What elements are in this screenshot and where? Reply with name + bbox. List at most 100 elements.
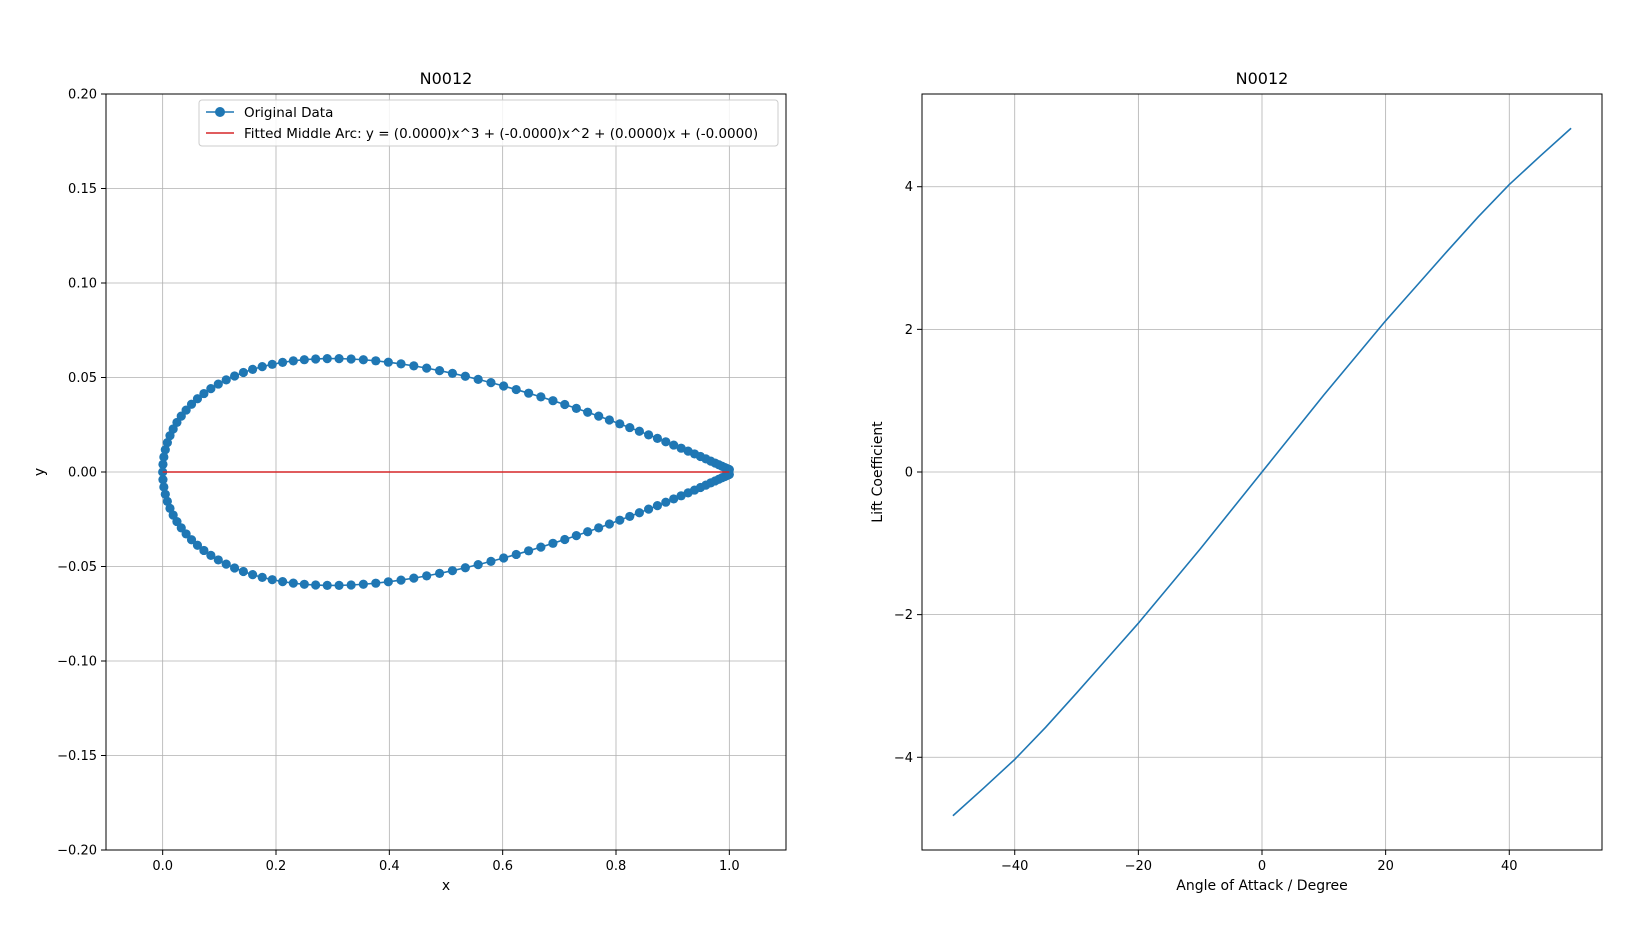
x-tick-label: −40 (1001, 859, 1028, 874)
original-data-point (460, 371, 470, 381)
original-data-point (548, 396, 558, 406)
original-data-point (625, 422, 635, 433)
original-data-point (583, 407, 593, 417)
original-data-point (499, 381, 509, 391)
tick-layer: 0.0 0.2 0.4 0.6 0.8 1.0 −0.20 −0.15 −0.10 −0.05 0.… (57, 88, 740, 875)
y-tick-label: 0.10 (68, 277, 97, 292)
original-data-point (346, 354, 356, 364)
original-data-point (571, 403, 581, 413)
legend-marker-original (215, 107, 225, 117)
y-tick-label: 0.00 (68, 466, 97, 481)
original-data-point (238, 566, 248, 577)
y-tick-label: −0.20 (57, 844, 97, 859)
original-data-point (615, 515, 625, 525)
original-data-point (334, 354, 344, 364)
x-tick-label: 40 (1501, 859, 1518, 874)
original-data-point (644, 504, 654, 514)
original-data-point (396, 359, 406, 369)
original-data-point (322, 580, 332, 590)
original-data-point (199, 545, 209, 556)
original-data-point (278, 577, 288, 587)
y-tick-label: 0.05 (68, 371, 97, 386)
legend-box (198, 99, 779, 147)
original-data-point (473, 374, 483, 384)
original-data-point (644, 430, 654, 440)
original-data-point (159, 452, 169, 462)
original-data-point (511, 384, 521, 395)
original-data-point (229, 563, 240, 573)
original-data-point (322, 354, 332, 364)
y-tick-label: −0.15 (57, 749, 97, 764)
original-data-point (524, 546, 534, 556)
original-data-point (213, 555, 223, 565)
original-data-point (724, 469, 734, 479)
original-data-point (160, 489, 170, 499)
original-data-point (396, 575, 406, 585)
original-data-point (604, 415, 614, 425)
original-data-point (160, 445, 170, 455)
y-axis-label: y (32, 468, 48, 476)
original-data-point (159, 482, 169, 492)
original-data-point (288, 356, 298, 366)
original-data-point (162, 437, 172, 448)
original-data-point (676, 443, 686, 453)
original-data-point (676, 491, 686, 501)
y-tick-label: 0 (905, 466, 913, 481)
original-data-point (186, 535, 197, 545)
original-data-point (221, 375, 231, 385)
original-data-point (473, 560, 483, 570)
y-tick-label: 2 (905, 323, 913, 338)
lift-coefficient-line (952, 127, 1572, 817)
original-data-point (422, 363, 432, 373)
x-tick-label: −20 (1125, 859, 1152, 874)
original-data-point (447, 368, 458, 378)
legend-label-fitted: Fitted Middle Arc: y = (0.0000)x^3 + (-0… (244, 126, 758, 142)
original-data-point (186, 399, 197, 409)
original-data-point (634, 508, 644, 518)
y-axis-label: Lift Coefficient (870, 421, 886, 523)
original-data-point (311, 580, 321, 590)
x-axis-label: x (442, 878, 450, 894)
chart-title: N0012 (1236, 69, 1289, 88)
original-data-point (371, 578, 381, 588)
original-data-point (434, 568, 445, 578)
x-tick-label: 0.6 (492, 859, 513, 874)
original-data-point (548, 538, 558, 548)
y-tick-label: −2 (894, 608, 913, 623)
original-data-point (560, 534, 570, 545)
original-data-point (299, 579, 309, 589)
original-data-point (158, 459, 168, 470)
original-data-point (615, 419, 625, 429)
original-data-point (652, 433, 663, 443)
original-data-point (358, 355, 368, 365)
airfoil-chart: 0.0 0.2 0.4 0.6 0.8 1.0 −0.20 −0.15 −0.10 −0.05 0.… (32, 69, 787, 894)
y-tick-label: −0.10 (57, 655, 97, 670)
original-data-point (571, 531, 581, 541)
original-data-point (165, 431, 175, 441)
original-data-point (267, 359, 277, 369)
original-data-point (661, 497, 671, 507)
original-data-point (158, 467, 168, 477)
original-data-point (652, 501, 663, 511)
original-data-point (560, 399, 570, 410)
original-data-point (162, 496, 172, 507)
y-tick-label: 0.20 (68, 88, 97, 103)
original-data-point (248, 364, 258, 374)
original-data-point (213, 379, 223, 389)
original-data-point (267, 575, 277, 585)
x-tick-label: 1.0 (719, 859, 740, 874)
original-data-point (229, 371, 240, 381)
original-data-point (409, 573, 419, 583)
original-data-point (334, 580, 344, 590)
original-data-point (311, 354, 321, 364)
original-data-point (358, 579, 368, 589)
x-tick-label: 20 (1377, 859, 1394, 874)
original-data-point (669, 440, 679, 450)
original-data-point (583, 527, 593, 537)
original-data-point (486, 378, 496, 388)
original-data-point (499, 553, 509, 563)
x-tick-label: 0.0 (152, 859, 173, 874)
original-data-point (634, 426, 644, 436)
original-data-point (199, 388, 209, 399)
x-tick-label: 0 (1258, 859, 1266, 874)
